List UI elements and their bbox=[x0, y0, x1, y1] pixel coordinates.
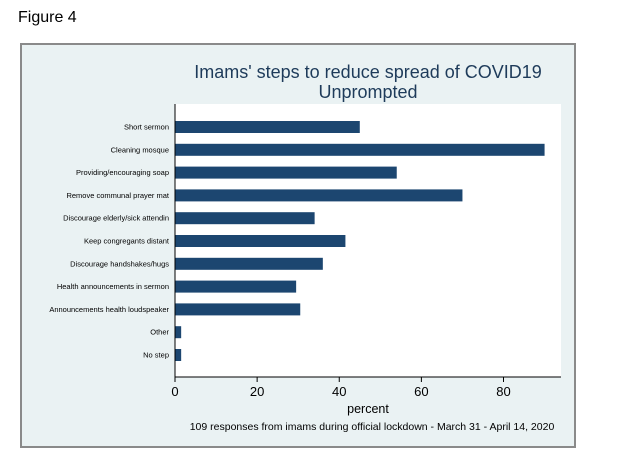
bar-3 bbox=[175, 189, 463, 202]
bar-8 bbox=[175, 303, 301, 316]
bar-7 bbox=[175, 280, 297, 293]
category-label-9: Other bbox=[150, 328, 169, 337]
bar-9 bbox=[175, 326, 182, 339]
chart-subtitle: Unprompted bbox=[318, 82, 417, 102]
x-tick-label-0: 0 bbox=[171, 384, 178, 399]
category-label-5: Keep congregants distant bbox=[84, 237, 170, 246]
chart-note: 109 responses from imams during official… bbox=[190, 421, 555, 433]
x-tick-label-4: 80 bbox=[496, 384, 510, 399]
bar-0 bbox=[175, 121, 360, 133]
category-labels: Short sermon Cleaning mosque Providing/enc… bbox=[49, 123, 170, 360]
category-label-1: Cleaning mosque bbox=[111, 145, 169, 154]
category-label-4: Discourage elderly/sick attendin bbox=[63, 214, 169, 223]
x-axis-ticks: 0 20 40 60 80 bbox=[171, 377, 511, 399]
bar-10 bbox=[175, 349, 182, 361]
x-tick-label-2: 40 bbox=[332, 384, 346, 399]
bar-1 bbox=[175, 143, 545, 156]
category-label-6: Discourage handshakes/hugs bbox=[70, 259, 169, 268]
bar-6 bbox=[175, 257, 323, 270]
category-label-0: Short sermon bbox=[124, 123, 169, 132]
bars-group bbox=[175, 121, 545, 361]
category-label-2: Providing/encouraging soap bbox=[76, 168, 169, 177]
x-axis-title: percent bbox=[347, 402, 389, 416]
category-label-10: No step bbox=[143, 351, 169, 360]
category-label-7: Health announcements in sermon bbox=[57, 282, 169, 291]
bar-5 bbox=[175, 235, 346, 247]
x-tick-label-3: 60 bbox=[414, 384, 428, 399]
x-tick-label-1: 20 bbox=[250, 384, 264, 399]
category-label-8: Announcements health loudspeaker bbox=[49, 305, 169, 314]
bar-4 bbox=[175, 212, 315, 225]
bar-2 bbox=[175, 166, 397, 179]
chart-title: Imams' steps to reduce spread of COVID19 bbox=[194, 62, 542, 82]
figure-label: Figure 4 bbox=[18, 9, 77, 26]
category-label-3: Remove communal prayer mat bbox=[66, 191, 169, 200]
